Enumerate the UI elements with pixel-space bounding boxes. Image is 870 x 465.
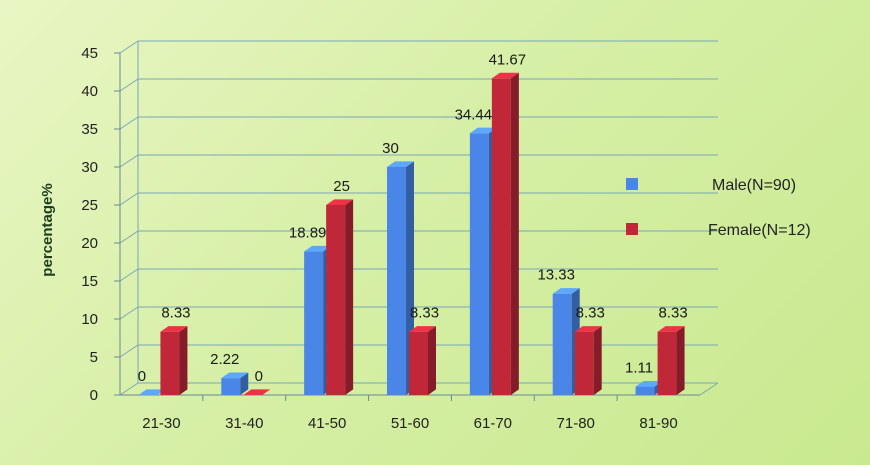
bar-top: [243, 389, 271, 395]
gridline-depth: [119, 40, 139, 54]
gridline-depth: [119, 116, 139, 130]
y-tick-label: 25: [81, 197, 98, 214]
x-tick-label: 81-90: [639, 415, 677, 432]
gridline-depth: [119, 306, 139, 320]
bar-female: [243, 389, 271, 395]
data-label: 13.33: [537, 267, 575, 284]
bar-side: [593, 326, 602, 395]
y-tick-label: 0: [90, 387, 98, 404]
bar-female: [574, 326, 602, 395]
gridline-depth: [119, 382, 139, 396]
gridline-depth: [119, 78, 139, 92]
bars: [138, 72, 685, 396]
x-tick-label: 71-80: [557, 415, 595, 432]
gridline-depth: [119, 344, 139, 358]
bar-top: [138, 389, 166, 395]
data-label: 18.89: [289, 224, 327, 241]
bar-front: [304, 251, 324, 395]
gridline-depth: [119, 192, 139, 206]
legend-label-female: Female(N=12): [708, 222, 811, 239]
y-tick-label: 30: [81, 159, 98, 176]
data-label: 8.33: [576, 305, 605, 322]
data-label: 0: [138, 368, 146, 385]
bar-top: [491, 72, 519, 79]
bar-front: [469, 133, 489, 396]
data-label: 8.33: [410, 305, 439, 322]
bar-top: [635, 380, 663, 387]
bar-female: [657, 326, 685, 395]
bar-top: [304, 245, 332, 252]
bar-front: [574, 331, 594, 395]
bar-front: [552, 293, 572, 395]
x-tick-label: 61-70: [474, 415, 512, 432]
bar-front: [326, 205, 346, 395]
data-label: 1.11: [625, 360, 653, 377]
bar-front: [657, 331, 677, 395]
bar-side: [179, 326, 188, 395]
bar-top: [552, 288, 580, 294]
bar-side: [345, 199, 354, 395]
bar-top: [469, 127, 497, 134]
data-label: 2.22: [210, 351, 239, 368]
gridline-depth: [119, 154, 139, 168]
x-tick-label: 51-60: [391, 415, 429, 432]
legend-swatch-male: [626, 178, 638, 190]
bar-side: [240, 372, 249, 395]
data-label: 25: [333, 178, 350, 195]
bar-front: [160, 331, 180, 395]
y-tick-label: 40: [81, 83, 98, 100]
data-label: 0: [255, 368, 263, 385]
legend-label-male: Male(N=90): [712, 177, 796, 194]
bar-top: [221, 372, 249, 379]
x-tick-label: 21-30: [142, 415, 180, 432]
bar-front: [635, 386, 655, 395]
bar-male: [138, 389, 166, 395]
y-tick-label: 20: [81, 235, 98, 252]
gridlines: [119, 40, 718, 396]
legend: Male(N=90) Female(N=12): [626, 177, 811, 239]
data-labels: 0 8.33 2.22 0 18.89 25 30 8.33 34.44 41.67 13.33 8.…: [138, 51, 688, 385]
y-tick-label: 35: [81, 121, 98, 138]
data-label: 41.67: [489, 51, 527, 68]
y-tick-label: 10: [81, 311, 98, 328]
data-label: 8.33: [658, 305, 687, 322]
data-label: 30: [382, 140, 399, 157]
axes: 0 5 10 15 20 25 30 35 40 45 21-30 31-40 41-50 51-60 61…: [81, 41, 719, 432]
bar-top: [160, 326, 188, 332]
y-tick-label: 45: [81, 45, 98, 62]
y-axis-title: percentage%: [39, 183, 56, 276]
gridline-depth: [119, 268, 139, 282]
x-tick-label: 31-40: [225, 415, 263, 432]
x-tick-label: 41-50: [308, 415, 346, 432]
bar-top: [387, 161, 414, 167]
bar-side: [676, 326, 685, 395]
y-tick-label: 5: [90, 349, 98, 366]
bar-top: [409, 326, 436, 332]
bar-female: [160, 326, 188, 395]
bar-front: [387, 167, 406, 395]
bar-top: [574, 326, 602, 332]
bar-female: [326, 199, 354, 395]
bar-female: [491, 72, 519, 396]
floor-edge: [699, 382, 719, 396]
bar-top: [326, 199, 354, 205]
bar-side: [510, 72, 519, 395]
bar-top: [657, 326, 685, 332]
bar-front: [221, 378, 241, 395]
bar-female: [409, 326, 436, 395]
bar-front: [491, 78, 511, 396]
bar-male: [221, 372, 249, 395]
gridline-depth: [119, 230, 139, 244]
legend-swatch-female: [626, 223, 638, 235]
bar-front: [409, 331, 428, 395]
y-tick-label: 15: [81, 273, 98, 290]
bar-side: [428, 326, 436, 395]
data-label: 34.44: [455, 106, 493, 123]
data-label: 8.33: [161, 305, 190, 322]
